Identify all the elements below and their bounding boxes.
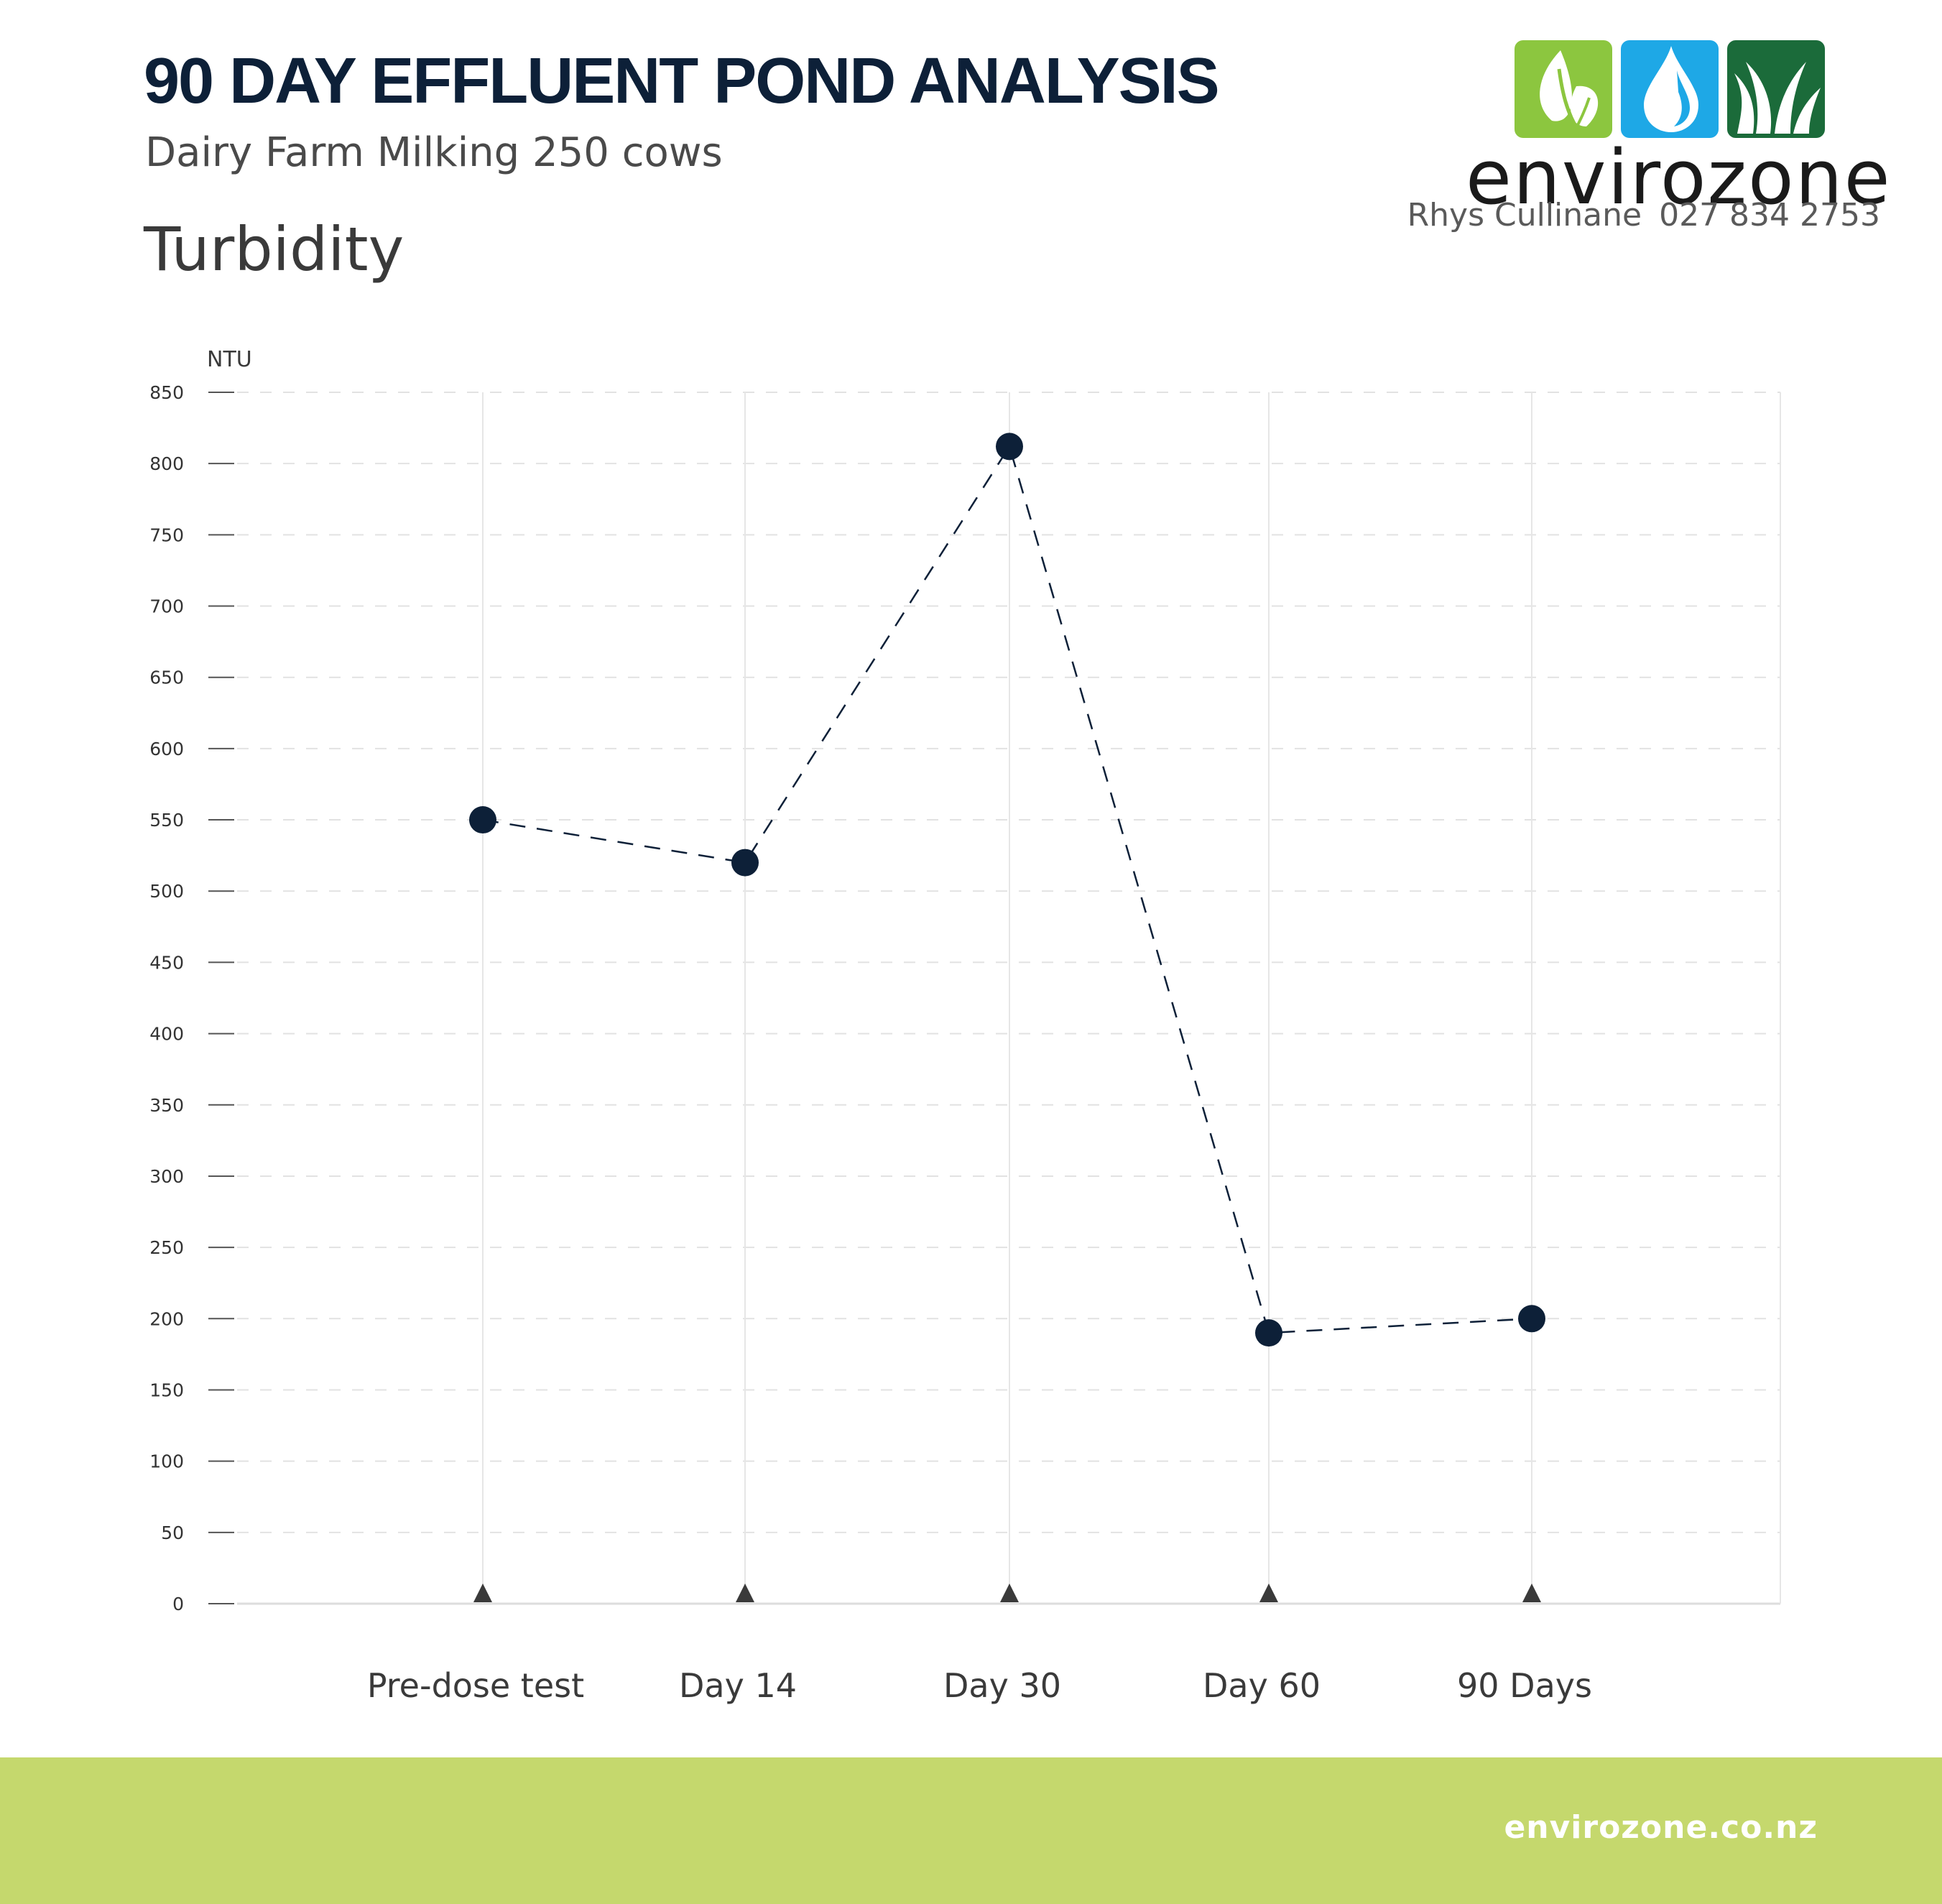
y-tick-label-700: 700: [149, 596, 184, 617]
y-tick-label-100: 100: [149, 1451, 184, 1472]
page-title: 90 DAY EFFLUENT POND ANALYSIS: [144, 45, 1220, 117]
x-marker-triangle: [1000, 1584, 1019, 1602]
y-tick-label-800: 800: [149, 453, 184, 474]
x-marker-triangle: [1522, 1584, 1541, 1602]
grass-icon: [1727, 40, 1825, 138]
x-tick-label: Day 30: [943, 1666, 1061, 1705]
y-tick-label-50: 50: [161, 1522, 184, 1543]
x-tick-label: 90 Days: [1457, 1666, 1592, 1705]
page-subtitle: Dairy Farm Milking 250 cows: [145, 129, 723, 176]
footer-website-link[interactable]: envirozone.co.nz: [1504, 1809, 1818, 1846]
x-tick-label: Pre-dose test: [367, 1666, 584, 1705]
water-drop-icon: [1621, 40, 1719, 138]
brand-wordmark: envirozone: [1466, 134, 1892, 221]
y-tick-label-500: 500: [149, 881, 184, 902]
contact-info: Rhys Cullinane 027 834 2753: [1407, 197, 1880, 234]
contact-phone: 027 834 2753: [1659, 197, 1880, 234]
envirozone-logo: envirozone: [1466, 40, 1892, 241]
x-marker-triangle: [1259, 1584, 1278, 1602]
y-tick-label-550: 550: [149, 810, 184, 831]
contact-name: Rhys Cullinane: [1407, 197, 1642, 234]
y-tick-label-750: 750: [149, 524, 184, 545]
data-point-1: [731, 849, 759, 877]
section-title: Turbidity: [144, 214, 404, 285]
y-tick-label-650: 650: [149, 667, 184, 688]
data-point-0: [469, 806, 496, 834]
footer-bar: envirozone.co.nz: [0, 1757, 1942, 1904]
x-marker-triangle: [473, 1584, 492, 1602]
y-tick-label-850: 850: [149, 382, 184, 403]
leaf-icon: [1515, 40, 1612, 138]
y-tick-label-200: 200: [149, 1308, 184, 1329]
data-point-4: [1518, 1305, 1545, 1333]
y-axis-label: NTU: [207, 347, 252, 372]
y-tick-label-250: 250: [149, 1237, 184, 1258]
data-point-2: [996, 433, 1023, 461]
y-tick-label-300: 300: [149, 1166, 184, 1187]
series-line: [482, 444, 1532, 1334]
y-tick-label-400: 400: [149, 1024, 184, 1045]
y-tick-label-450: 450: [149, 952, 184, 973]
data-point-3: [1255, 1319, 1282, 1347]
y-tick-label-600: 600: [149, 739, 184, 759]
y-tick-label-0: 0: [172, 1594, 184, 1614]
x-tick-label: Day 14: [679, 1666, 797, 1705]
x-marker-triangle: [736, 1584, 754, 1602]
y-tick-label-350: 350: [149, 1095, 184, 1116]
turbidity-line-chart: NTU 0 50 100 150 200 250 300 350 400 450 500 550 600…: [149, 347, 1781, 1705]
y-tick-label-150: 150: [149, 1380, 184, 1400]
x-tick-label: Day 60: [1203, 1666, 1321, 1705]
